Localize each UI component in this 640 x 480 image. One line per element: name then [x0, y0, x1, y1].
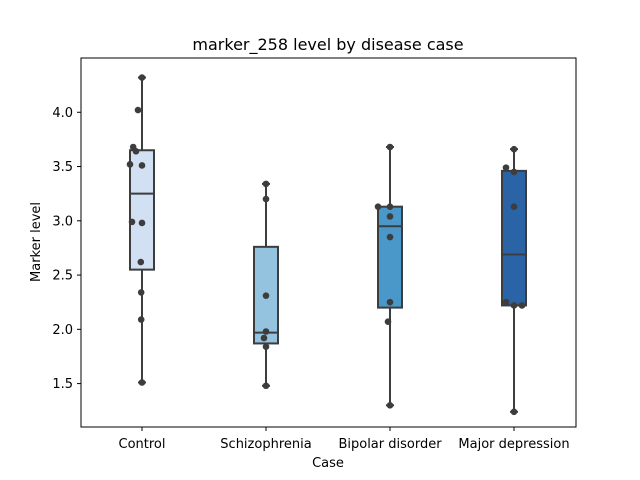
point-major-depression [518, 302, 526, 309]
point-schizophrenia [262, 382, 270, 390]
x-tick-label: Bipolar disorder [338, 437, 442, 452]
box-bipolar-disorder [377, 205, 403, 309]
point-control [138, 379, 146, 386]
x-axis-label: Case [312, 456, 344, 471]
point-schizophrenia [262, 180, 270, 188]
x-tick-label: Control [119, 437, 166, 452]
point-major-depression [510, 408, 518, 416]
point-schizophrenia [262, 292, 270, 299]
point-major-depression [510, 203, 518, 210]
point-control [126, 161, 134, 168]
point-bipolar-disorder [386, 233, 394, 241]
point-major-depression [510, 145, 518, 153]
y-tick-label: 2.5 [52, 269, 73, 284]
point-bipolar-disorder [386, 203, 394, 210]
chart-title: marker_258 level by disease case [192, 35, 463, 55]
point-bipolar-disorder [374, 203, 382, 210]
point-control [134, 106, 142, 114]
y-tick-label: 2.0 [52, 323, 73, 338]
point-control [137, 316, 145, 323]
point-schizophrenia [262, 343, 270, 350]
y-tick-label: 1.5 [52, 377, 73, 392]
point-major-depression [502, 164, 510, 171]
y-tick-label: 4.0 [52, 106, 73, 121]
point-control [138, 74, 146, 81]
plot-area: 1.5 2.0 2.5 3.0 3.5 4.0 Control Schizophrenia Bi… [52, 57, 577, 452]
point-control [137, 258, 145, 266]
point-bipolar-disorder [386, 401, 394, 409]
y-tick-label: 3.0 [52, 214, 73, 229]
point-control [128, 218, 136, 226]
point-control [138, 162, 146, 169]
point-major-depression [510, 302, 518, 309]
point-bipolar-disorder [386, 143, 394, 151]
point-major-depression [502, 298, 510, 306]
point-schizophrenia [262, 195, 270, 203]
y-axis-label: Marker level [29, 202, 44, 282]
axes-frame [80, 57, 577, 428]
box-major-depression [501, 169, 527, 307]
point-schizophrenia [260, 334, 268, 342]
x-tick-label: Schizophrenia [220, 437, 311, 452]
point-control [132, 148, 140, 155]
point-control [137, 289, 145, 296]
point-bipolar-disorder [386, 298, 394, 306]
x-tick-label: Major depression [458, 437, 569, 452]
y-tick-label: 3.5 [52, 160, 73, 175]
point-control [138, 219, 146, 227]
point-bipolar-disorder [386, 213, 394, 220]
box-control [129, 149, 155, 271]
point-schizophrenia [262, 328, 270, 335]
point-bipolar-disorder [384, 318, 392, 326]
point-major-depression [510, 168, 518, 176]
